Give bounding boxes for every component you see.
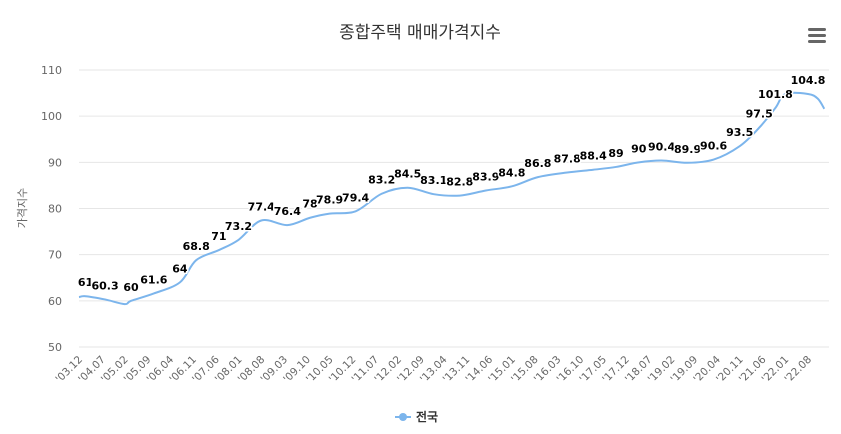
data-label: 73.2 xyxy=(225,220,252,233)
data-label: 76.4 xyxy=(274,205,301,218)
data-label: 90.6 xyxy=(700,140,727,153)
hamburger-menu-icon xyxy=(808,28,826,43)
menu-button[interactable] xyxy=(800,22,832,48)
data-label: 101.8 xyxy=(758,88,793,101)
data-label: 83.2 xyxy=(368,174,395,187)
data-label: 68.8 xyxy=(183,240,210,253)
legend-item[interactable]: 전국 xyxy=(395,409,438,424)
data-label: 90.4 xyxy=(648,140,675,153)
data-label: 64 xyxy=(172,262,188,275)
y-tick-label: 110 xyxy=(41,64,62,77)
data-label: 88.4 xyxy=(580,150,607,163)
data-label: 83.9 xyxy=(472,170,499,183)
series-line xyxy=(78,91,826,306)
series-path-전국 xyxy=(78,91,826,306)
data-label: 78.9 xyxy=(316,194,343,207)
y-tick-label: 70 xyxy=(48,249,62,262)
y-tick-label: 100 xyxy=(41,110,62,123)
data-label: 83.1 xyxy=(420,174,447,187)
data-label: 93.5 xyxy=(726,126,753,139)
data-label: 71 xyxy=(211,230,226,243)
data-label: 86.8 xyxy=(524,157,551,170)
legend-label: 전국 xyxy=(416,409,438,424)
data-label: 61 xyxy=(78,276,93,289)
data-label: 104.8 xyxy=(791,74,826,87)
data-label: 82.8 xyxy=(446,176,473,189)
y-tick-label: 80 xyxy=(48,203,62,216)
data-label: 87.8 xyxy=(554,152,581,165)
data-label: 84.5 xyxy=(394,168,421,181)
y-tick-label: 50 xyxy=(48,341,62,354)
y-axis-title: 가격지수 xyxy=(16,188,29,228)
data-label: 78 xyxy=(302,198,317,211)
y-tick-label: 60 xyxy=(48,295,62,308)
chart-title: 종합주택 매매가격지수 xyxy=(339,23,501,43)
legend-marker-icon xyxy=(399,413,407,421)
data-label: 84.8 xyxy=(498,166,525,179)
data-label: 77.4 xyxy=(248,201,275,214)
data-label: 89 xyxy=(608,147,623,160)
x-axis: '03.12'04.07'05.02'05.09'06.04'06.11'07.… xyxy=(53,353,814,385)
data-label: 79.4 xyxy=(342,191,369,204)
y-tick-label: 90 xyxy=(48,156,62,169)
data-label: 90 xyxy=(631,142,647,155)
data-label: 89.9 xyxy=(674,143,701,156)
data-label: 97.5 xyxy=(746,108,773,121)
data-label: 61.6 xyxy=(140,273,167,286)
y-axis: 50 60 70 80 90 100 110 xyxy=(41,64,62,354)
data-label: 60.3 xyxy=(91,279,118,292)
data-label: 60 xyxy=(123,281,139,294)
grid xyxy=(79,69,829,348)
